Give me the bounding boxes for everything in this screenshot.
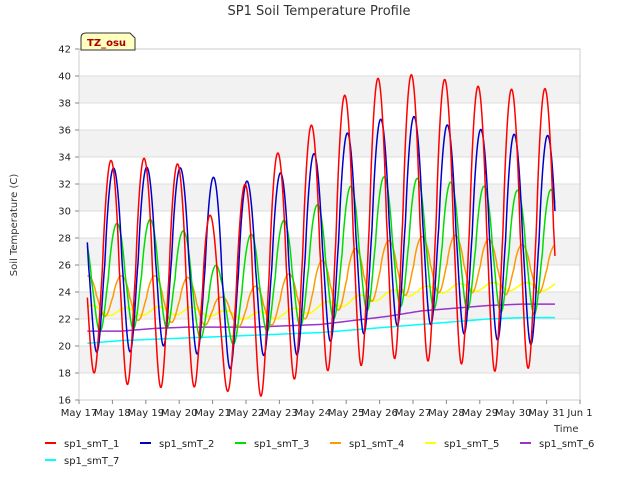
- x-tick-label: May 23: [261, 408, 298, 419]
- y-tick-label: 26: [58, 261, 71, 272]
- x-tick-label: May 30: [495, 408, 532, 419]
- x-axis-label: Time: [553, 424, 578, 435]
- y-tick-label: 16: [58, 396, 71, 407]
- y-tick-label: 36: [58, 126, 71, 137]
- y-tick-label: 24: [58, 288, 71, 299]
- x-tick-label: May 18: [94, 408, 131, 419]
- y-axis-label: Soil Temperature (C): [9, 174, 20, 277]
- y-tick-label: 18: [58, 369, 71, 380]
- x-tick-label: Jun 1: [566, 408, 592, 419]
- plot-area-frame: [78, 48, 581, 401]
- x-tick-label: May 20: [161, 408, 198, 419]
- legend-label-sp1_smT_3: sp1_smT_3: [254, 439, 309, 450]
- y-tick-label: 40: [58, 72, 71, 83]
- grid-band: [79, 130, 580, 157]
- x-tick-label: May 19: [128, 408, 165, 419]
- legend-label-sp1_smT_5: sp1_smT_5: [444, 439, 499, 450]
- x-tick-label: May 31: [528, 408, 565, 419]
- chart-title: SP1 Soil Temperature Profile: [228, 4, 411, 19]
- y-tick-label: 34: [58, 153, 71, 164]
- x-tick-label: May 26: [361, 408, 398, 419]
- grid-band: [79, 184, 580, 211]
- site-badge: TZ_osu: [80, 32, 136, 51]
- y-tick-label: 38: [58, 99, 71, 110]
- y-tick-label: 22: [58, 315, 71, 326]
- legend-label-sp1_smT_1: sp1_smT_1: [64, 439, 119, 450]
- legend-label-sp1_smT_2: sp1_smT_2: [159, 439, 214, 450]
- x-tick-label: May 22: [228, 408, 265, 419]
- legend-label-sp1_smT_6: sp1_smT_6: [539, 439, 594, 450]
- legend-label-sp1_smT_7: sp1_smT_7: [64, 456, 119, 467]
- y-tick-label: 30: [58, 207, 71, 218]
- x-tick-label: May 21: [194, 408, 231, 419]
- site-badge-box: [80, 32, 136, 51]
- y-tick-label: 28: [58, 234, 71, 245]
- grid-band: [79, 76, 580, 103]
- y-tick-label: 20: [58, 342, 71, 353]
- y-tick-label: 32: [58, 180, 71, 191]
- x-tick-label: May 17: [61, 408, 98, 419]
- site-badge-label: TZ_osu: [87, 38, 126, 49]
- x-tick-label: May 25: [328, 408, 365, 419]
- legend-label-sp1_smT_4: sp1_smT_4: [349, 439, 404, 450]
- x-tick-label: May 24: [295, 408, 332, 419]
- x-tick-label: May 29: [462, 408, 499, 419]
- x-tick-label: May 28: [428, 408, 465, 419]
- y-tick-label: 42: [58, 45, 71, 56]
- series-line-sp1_smT_6: [87, 303, 555, 332]
- series-line-sp1_smT_1: [86, 74, 556, 397]
- x-tick-label: May 27: [395, 408, 432, 419]
